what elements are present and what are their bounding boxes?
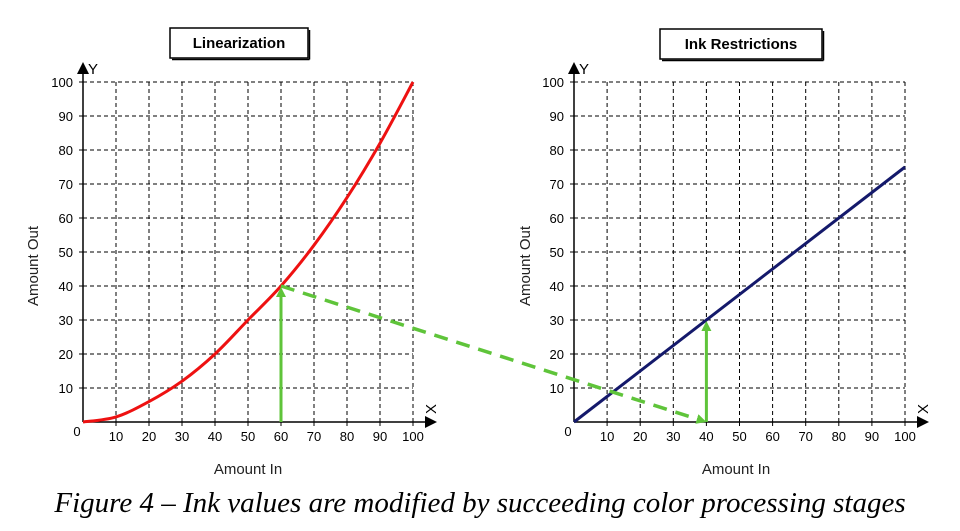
y-tick-label: 70 [59,177,73,192]
x-tick-label: 50 [732,429,746,444]
chart-title-box [169,27,309,59]
connector-dashed-arrow [280,284,707,424]
y-tick-label: 20 [550,347,564,362]
x-tick-label: 60 [765,429,779,444]
y-tick-label: 20 [59,347,73,362]
chart-title: Ink Restrictions [685,36,798,53]
y-tick-label: 30 [550,313,564,328]
x-tick-label: 20 [142,429,156,444]
y-axis-arrowhead [568,62,580,74]
x-tick-label: 50 [241,429,255,444]
x-axis-title: Amount In [702,461,770,478]
x-tick-label: 40 [208,429,222,444]
chart-2: Ink Restrictions X Y 0 10 20 30 40 50 60 70 80 90 100… [517,28,932,478]
chart-1: Linearization X Y 0 10 20 30 40 50 60 70 80 90 100 10 2… [25,27,440,478]
x-tick-label: 60 [274,429,288,444]
chart-title-box [659,28,823,60]
x-axis-letter: X [423,404,440,414]
x-tick-label: 10 [600,429,614,444]
x-tick-label: 30 [666,429,680,444]
x-tick-label: 10 [109,429,123,444]
y-axis-arrowhead [77,62,89,74]
x-axis-title: Amount In [214,461,282,478]
x-tick-label: 100 [894,429,916,444]
x-axis-arrowhead [425,416,437,428]
y-tick-label: 10 [59,381,73,396]
y-tick-label: 60 [59,211,73,226]
x-tick-label: 20 [633,429,647,444]
y-tick-label: 50 [59,245,73,260]
x-tick-label: 70 [798,429,812,444]
y-tick-label: 80 [550,143,564,158]
y-tick-label: 40 [59,279,73,294]
x-axis-letter: X [915,404,932,414]
x-tick-label: 80 [340,429,354,444]
x-tick-label: 100 [402,429,424,444]
y-tick-label: 60 [550,211,564,226]
y-tick-label: 80 [59,143,73,158]
y-axis-title: Amount Out [517,225,534,306]
y-axis-letter: Y [579,61,589,78]
x-tick-label: 0 [73,424,80,439]
x-tick-label: 40 [699,429,713,444]
series-line [82,81,415,424]
connector-layer [280,284,707,424]
x-tick-label: 80 [832,429,846,444]
x-tick-label: 90 [373,429,387,444]
y-tick-label: 10 [550,381,564,396]
y-axis-letter: Y [88,61,98,78]
y-tick-label: 100 [542,75,564,90]
y-tick-label: 40 [550,279,564,294]
figure-caption: Figure 4 – Ink values are modified by su… [54,487,906,519]
x-tick-label: 30 [175,429,189,444]
chart-title: Linearization [193,35,286,52]
y-tick-label: 50 [550,245,564,260]
x-tick-label: 0 [564,424,571,439]
y-tick-label: 100 [51,75,73,90]
y-tick-label: 90 [59,109,73,124]
y-tick-label: 30 [59,313,73,328]
x-tick-label: 70 [307,429,321,444]
x-tick-label: 90 [865,429,879,444]
x-axis-arrowhead [917,416,929,428]
y-tick-label: 90 [550,109,564,124]
y-tick-label: 70 [550,177,564,192]
y-axis-title: Amount Out [25,225,42,306]
series-line [573,165,906,424]
